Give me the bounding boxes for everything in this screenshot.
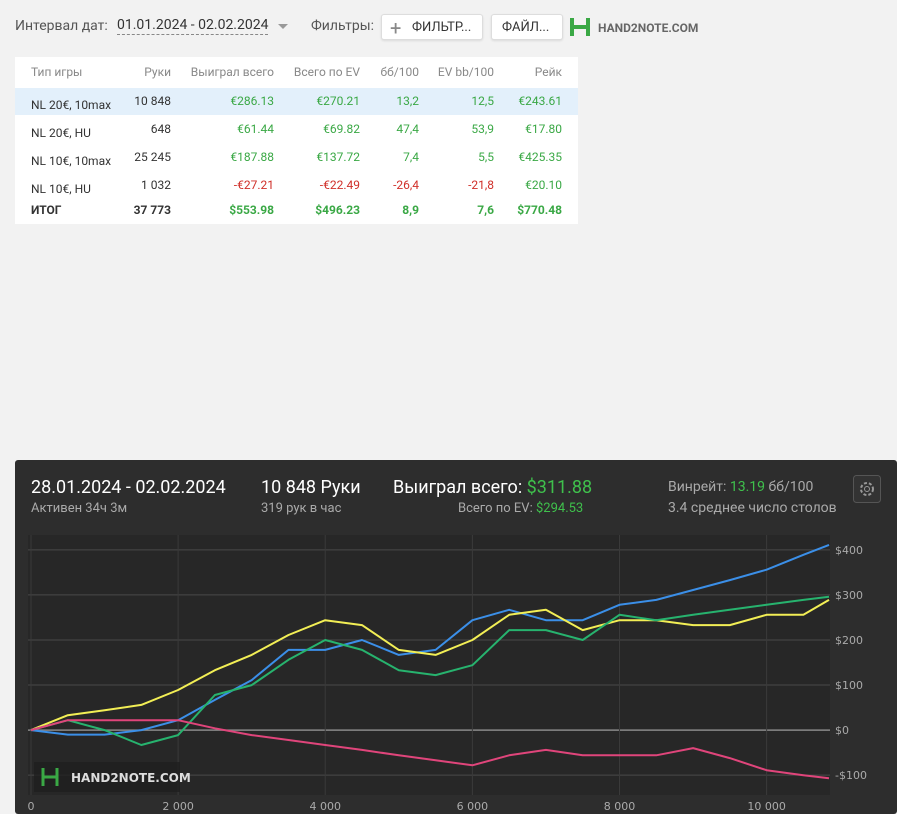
table-cell: $553.98 [229, 203, 274, 217]
table-cell: Рейк [534, 65, 562, 79]
dropdown-arrow[interactable] [277, 23, 289, 31]
table-cell: $770.48 [517, 203, 562, 217]
series-line [30, 599, 830, 732]
table-cell[interactable]: NL 20€, 10max [31, 98, 112, 112]
table-cell: EV bb/100 [437, 65, 494, 79]
table-cell[interactable]: €187.88 [230, 150, 274, 164]
series-line [30, 595, 830, 746]
won-value: $311.88 [526, 477, 593, 498]
winrate-value: 13.19 [729, 479, 766, 495]
x-tick-label: 10 000 [747, 800, 786, 813]
table-cell[interactable]: €286.13 [230, 94, 274, 108]
x-tick-label: 4 000 [309, 800, 341, 813]
table-cell[interactable]: 10 848 [134, 94, 171, 108]
stats-table: Тип игры Руки Выиграл всего Всего по EV бб/1… [15, 57, 578, 224]
table-cell[interactable]: €270.21 [316, 94, 360, 108]
table-cell: 37 773 [133, 203, 171, 217]
table-cell: Всего по EV [293, 65, 360, 79]
plot-area [28, 535, 830, 795]
y-tick-label: $200 [835, 634, 863, 647]
table-cell[interactable]: 1 032 [141, 178, 171, 192]
table-cell[interactable]: -26,4 [393, 178, 419, 192]
table-cell[interactable]: 5,5 [478, 150, 494, 164]
table-cell[interactable]: NL 10€, HU [31, 182, 91, 196]
table-cell: $496.23 [315, 203, 360, 217]
table-cell[interactable]: €425.35 [518, 150, 562, 164]
series-line [30, 543, 830, 736]
table-cell: Выиграл всего [190, 65, 274, 79]
table-cell[interactable]: NL 10€, 10max [31, 154, 112, 168]
table-cell: Руки [144, 65, 171, 79]
y-tick-label: $0 [835, 724, 849, 737]
panel-date-range: 28.01.2024 - 02.02.2024 [31, 477, 226, 498]
winrate-unit: бб/100 [768, 479, 814, 495]
date-range[interactable]: 01.01.2024 - 02.02.2024 [117, 17, 269, 35]
settings-button[interactable] [853, 475, 881, 503]
date-label: Интервал дат: [15, 18, 108, 34]
row-highlight [15, 88, 578, 115]
x-tick-label: 6 000 [457, 800, 489, 813]
table-cell[interactable]: 648 [150, 122, 171, 136]
filter-button-text: ФИЛЬТР... [412, 20, 472, 35]
file-button[interactable]: ФАЙЛ... [491, 14, 563, 40]
panel-active: Активен 34ч 3м [31, 501, 128, 516]
table-cell[interactable]: 25 245 [134, 150, 171, 164]
winrate-label: Винрейт: [668, 479, 727, 495]
table-cell[interactable]: -21,8 [468, 178, 494, 192]
table-cell[interactable]: €61.44 [237, 122, 274, 136]
x-tick-label: 2 000 [162, 800, 194, 813]
y-tick-label: -$100 [835, 769, 867, 782]
table-cell[interactable]: €137.72 [316, 150, 360, 164]
x-tick-label: 0 [28, 800, 35, 813]
table-cell[interactable]: €69.82 [323, 122, 360, 136]
table-cell[interactable]: 13,2 [396, 94, 419, 108]
panel-hands: 10 848 Руки [261, 477, 361, 498]
filter-button[interactable]: + ФИЛЬТР... [381, 14, 483, 40]
watermark: HAND2NOTE.COM [34, 762, 191, 792]
watermark-text: HAND2NOTE.COM [71, 771, 191, 785]
filters-label: Фильтры: [311, 18, 374, 34]
logo-icon [570, 18, 590, 36]
table-cell[interactable]: 7,4 [403, 150, 419, 164]
y-tick-label: $400 [835, 544, 863, 557]
file-button-text: ФАЙЛ... [502, 20, 550, 35]
logo-text: HAND2NOTE.COM [598, 21, 699, 35]
table-cell: Тип игры [31, 65, 83, 79]
x-tick-label: 8 000 [604, 800, 636, 813]
ev-value: $294.53 [535, 501, 584, 516]
table-cell: ИТОГ [31, 203, 62, 217]
table-cell[interactable]: €243.61 [518, 94, 562, 108]
ev-label: Всего по EV: [458, 501, 533, 516]
table-cell[interactable]: €17.80 [525, 122, 562, 136]
table-cell[interactable]: -€27.21 [233, 178, 274, 192]
table-cell[interactable]: 53,9 [471, 122, 494, 136]
table-cell[interactable]: €20.10 [525, 178, 562, 192]
tables-avg: 3.4 среднее число столов [668, 500, 837, 516]
y-tick-label: $300 [835, 589, 863, 602]
table-cell: бб/100 [380, 65, 419, 79]
won-label: Выиграл всего: [393, 477, 523, 498]
table-cell[interactable]: -€22.49 [319, 178, 360, 192]
table-cell[interactable]: 47,4 [396, 122, 419, 136]
table-cell[interactable]: NL 20€, HU [31, 126, 91, 140]
panel-hands-per-hour: 319 рук в час [261, 501, 342, 516]
y-tick-label: $100 [835, 679, 863, 692]
series-line [30, 719, 830, 780]
table-cell: 8,9 [402, 203, 419, 217]
table-cell: 7,6 [477, 203, 494, 217]
table-cell[interactable]: 12,5 [471, 94, 494, 108]
